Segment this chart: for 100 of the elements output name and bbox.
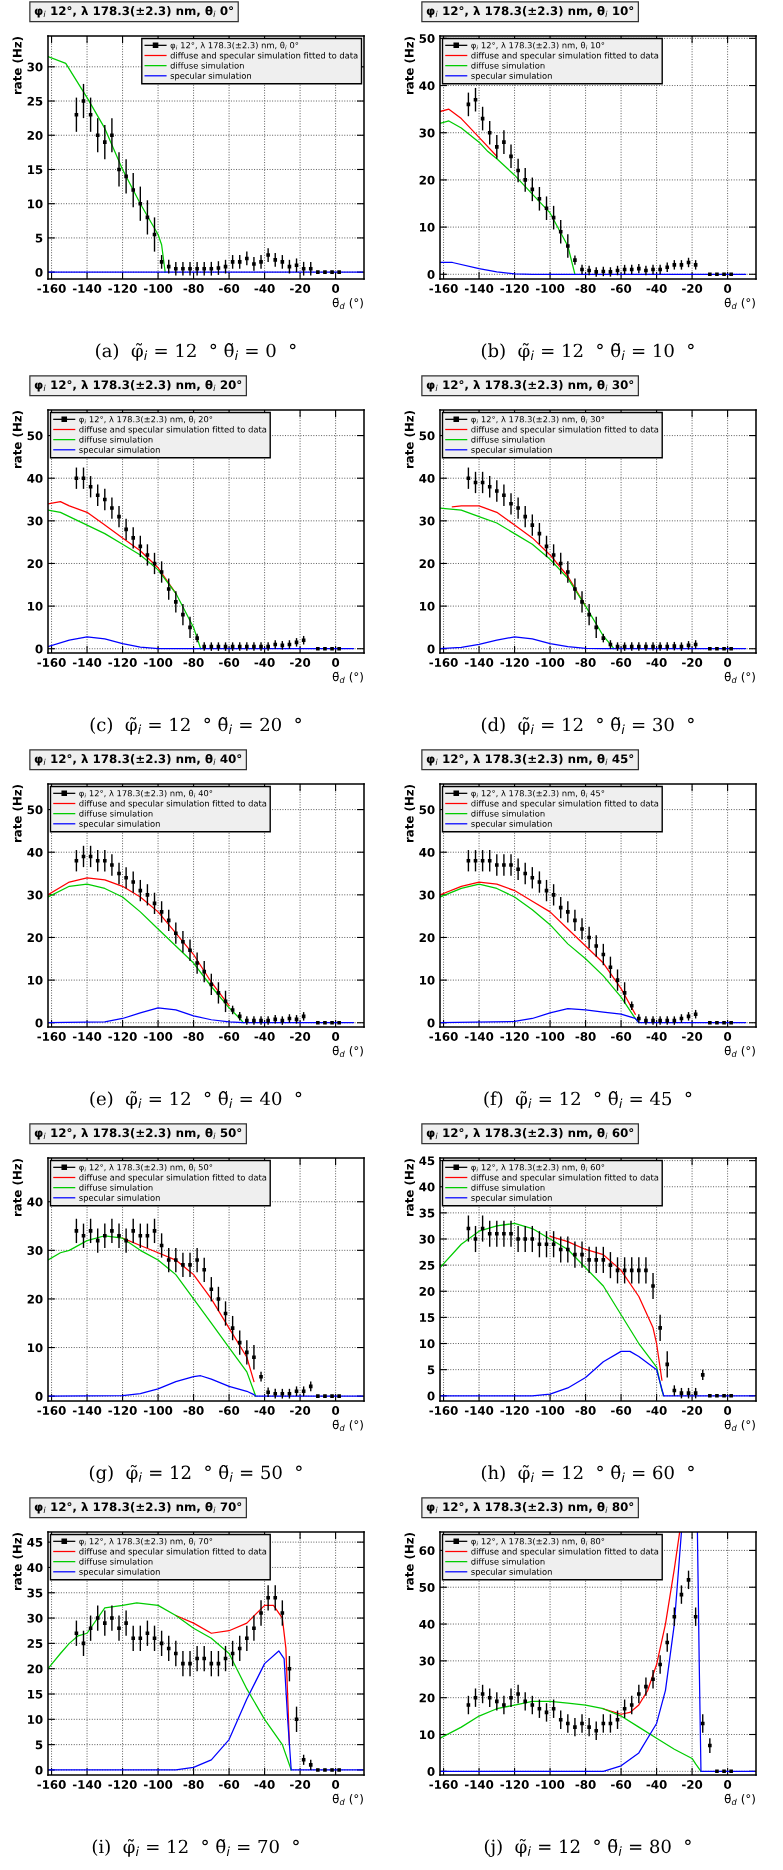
y-axis-title: rate (Hz)	[404, 1533, 416, 1591]
point	[509, 154, 513, 159]
x-tick-label: -120	[108, 1032, 137, 1041]
y-axis-title: rate (Hz)	[12, 785, 24, 843]
point	[502, 863, 506, 867]
point	[473, 97, 478, 102]
point	[103, 1621, 107, 1625]
y-tick-label: 10	[28, 601, 43, 611]
x-tick-label: -20	[682, 1406, 703, 1415]
point	[566, 244, 570, 248]
y-tick-label: 15	[28, 1689, 43, 1699]
y-tick-label: 0	[427, 644, 435, 654]
point	[95, 858, 100, 863]
x-tick-label: -40	[646, 1032, 667, 1041]
chart-title: φ$_{i}$ 12°, λ 178.3(±2.3) nm, θ$_{i}$ 20°	[34, 380, 242, 392]
x-tick-label: -100	[535, 658, 565, 667]
x-tick-label: -160	[429, 1032, 458, 1041]
x-tick-label: -140	[72, 1406, 102, 1415]
chart-title: φ$_{i}$ 12°, λ 178.3(±2.3) nm, θ$_{i}$ 30°	[426, 380, 634, 392]
point	[280, 260, 285, 264]
point	[202, 969, 207, 974]
y-axis-title: rate (Hz)	[404, 1159, 416, 1217]
x-axis-title: θ̃$_{d}$ (°)	[332, 1793, 363, 1806]
x-tick-label: -100	[535, 284, 565, 293]
point	[145, 1631, 150, 1636]
point	[95, 133, 100, 138]
x-tick-label: 0	[332, 1406, 340, 1415]
legend-label: diffuse simulation	[471, 810, 545, 817]
x-tick-label: -160	[37, 658, 66, 667]
x-axis-title: θ̃$_{d}$ (°)	[724, 1419, 755, 1432]
text: (d) φ̃$_{i}$ = 12 ° θ̃$_{i}$ = 30 °	[481, 717, 694, 735]
point	[237, 1646, 242, 1651]
point	[551, 893, 556, 897]
point	[188, 266, 192, 271]
x-tick-label: -140	[72, 1032, 102, 1041]
line-series	[48, 501, 177, 594]
point	[308, 1763, 313, 1767]
point	[473, 858, 478, 863]
text: (i) φ̃$_{i}$ = 12 ° θ̃$_{i}$ = 70 °	[92, 1839, 299, 1857]
point	[308, 1384, 313, 1389]
point	[131, 188, 136, 192]
point	[95, 493, 100, 498]
point	[195, 266, 199, 271]
x-axis-title: θ̃$_{d}$ (°)	[332, 297, 363, 310]
point	[530, 875, 535, 880]
point	[651, 1677, 655, 1682]
point	[551, 553, 556, 557]
legend-label: φ$_{i}$ 12°, λ 178.3(±2.3) nm, θ$_{i}$ 60°	[471, 1163, 605, 1172]
point	[188, 625, 192, 630]
line-series	[48, 1602, 292, 1771]
point	[608, 1263, 613, 1267]
point	[530, 1703, 535, 1707]
point	[608, 270, 613, 274]
point	[594, 1729, 599, 1733]
point	[103, 1233, 107, 1238]
x-tick-label: -120	[108, 284, 137, 293]
x-tick-label: -60	[611, 658, 632, 667]
point	[124, 1238, 128, 1243]
point	[81, 476, 86, 481]
line-series	[48, 636, 354, 650]
y-tick-label: 10	[28, 1343, 43, 1353]
point	[216, 266, 221, 270]
point	[124, 875, 128, 880]
x-axis-title: θ̃$_{d}$ (°)	[332, 671, 363, 684]
y-tick-label: 0	[35, 644, 43, 654]
point	[509, 863, 513, 867]
point	[110, 506, 114, 510]
x-axis-title: θ̃$_{d}$ (°)	[724, 671, 755, 684]
point	[301, 1389, 306, 1394]
text: (h) φ̃$_{i}$ = 12 ° θ̃$_{i}$ = 60 °	[481, 1465, 694, 1483]
point	[103, 858, 107, 863]
x-axis-title: θ̃$_{d}$ (°)	[332, 1045, 363, 1058]
point	[174, 1258, 178, 1262]
y-tick-label: 35	[27, 1588, 43, 1598]
y-tick-label: 50	[27, 431, 43, 441]
text: (g) φ̃$_{i}$ = 12 ° θ̃$_{i}$ = 50 °	[89, 1464, 302, 1483]
line-series	[48, 55, 166, 273]
point	[216, 991, 221, 995]
y-tick-label: 10	[420, 975, 435, 985]
text: (j) φ̃$_{i}$ = 12 ° θ̃$_{i}$ = 80 °	[484, 1838, 691, 1857]
point	[502, 1231, 506, 1236]
point	[566, 1721, 570, 1726]
point	[181, 1661, 185, 1666]
y-tick-label: 10	[420, 222, 435, 232]
point	[103, 497, 107, 502]
legend-label: specular simulation	[170, 72, 251, 81]
x-tick-label: -80	[575, 658, 596, 667]
point	[308, 266, 313, 271]
point	[566, 1247, 570, 1252]
point	[166, 918, 171, 923]
point	[665, 1640, 670, 1645]
point	[195, 961, 199, 965]
point	[580, 600, 584, 604]
x-tick-label: -100	[143, 1780, 173, 1789]
point	[266, 1596, 270, 1600]
legend-label: specular simulation	[79, 446, 160, 455]
point	[202, 1656, 207, 1661]
y-tick-label: 0	[427, 270, 435, 279]
y-axis-title: rate (Hz)	[12, 411, 24, 469]
y-tick-label: 10	[420, 1339, 435, 1349]
